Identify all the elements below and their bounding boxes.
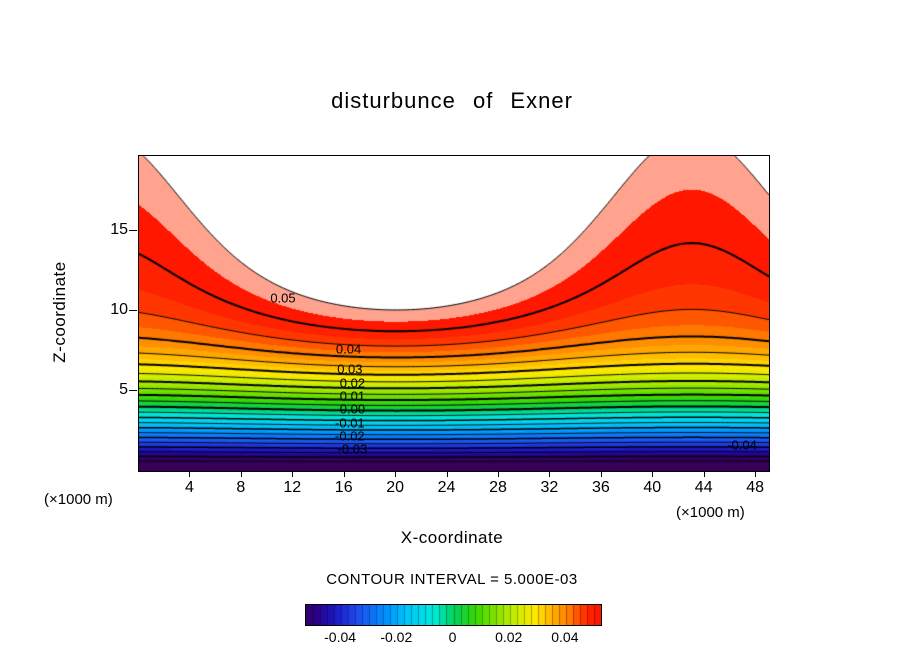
contour-plot-area: 0.05 0.04 0.03 0.02 0.01 0.00 -0.01 -0.02 -0.03 -… [138, 155, 770, 472]
x-tick-mark [446, 471, 448, 477]
contour-label: -0.03 [337, 441, 368, 457]
contour-label: 0.05 [270, 290, 296, 306]
colorbar-tick-label: -0.02 [380, 629, 413, 645]
colorbar-tick-label: 0 [448, 629, 457, 645]
x-tick-label: 28 [489, 479, 507, 496]
colorbar-tick-label: 0.02 [495, 629, 523, 645]
contour-label: 0.04 [335, 341, 362, 357]
x-tick-mark [292, 471, 294, 477]
y-axis-label: Z-coordinate [50, 261, 69, 363]
x-tick-mark [343, 471, 345, 477]
contour-interval-note: CONTOUR INTERVAL = 5.000E-03 [326, 571, 578, 588]
x-tick-label: 8 [236, 479, 246, 496]
y-tick-label: 10 [110, 301, 128, 319]
contour-plot-canvas [139, 156, 769, 471]
contour-label: 0.00 [339, 401, 366, 417]
x-tick-mark [600, 471, 602, 477]
x-tick-mark [240, 471, 242, 477]
x-axis-unit-right: (×1000 m) [676, 504, 745, 521]
colorbar [305, 604, 602, 626]
x-tick-mark [395, 471, 397, 477]
colorbar-canvas [306, 605, 601, 625]
x-tick-label: 4 [184, 479, 194, 496]
contour-label: 0.01 [339, 388, 366, 404]
x-tick-label: 12 [283, 479, 302, 496]
y-tick-mark [129, 230, 137, 232]
x-axis-label: X-coordinate [400, 528, 504, 547]
chart-title: disturbunce of Exner [331, 88, 573, 113]
x-tick-label: 16 [334, 479, 353, 496]
y-tick-mark [129, 310, 137, 312]
x-tick-mark [189, 471, 191, 477]
x-tick-mark [755, 471, 757, 477]
x-tick-mark [549, 471, 551, 477]
contour-label: 0.03 [337, 361, 363, 377]
y-tick-mark [129, 390, 137, 392]
x-tick-label: 40 [643, 479, 662, 496]
colorbar-tick-label: -0.04 [324, 629, 357, 645]
x-tick-mark [652, 471, 654, 477]
x-tick-label: 48 [746, 479, 765, 496]
colorbar-tick-label: 0.04 [551, 629, 579, 645]
x-tick-label: 24 [437, 479, 456, 496]
x-tick-label: 20 [386, 479, 405, 496]
x-tick-label: 44 [694, 479, 713, 496]
contour-label: -0.01 [335, 415, 365, 431]
x-tick-label: 36 [591, 479, 610, 496]
x-tick-label: 32 [540, 479, 559, 496]
x-tick-mark [498, 471, 499, 477]
contour-label: 0.02 [339, 375, 366, 391]
contour-label: -0.02 [335, 428, 365, 444]
y-tick-label: 15 [110, 221, 128, 239]
contour-label: -0.04 [727, 437, 757, 453]
y-tick-label: 5 [119, 381, 128, 399]
x-tick-mark [703, 471, 705, 477]
x-axis-unit-left: (×1000 m) [44, 491, 113, 508]
